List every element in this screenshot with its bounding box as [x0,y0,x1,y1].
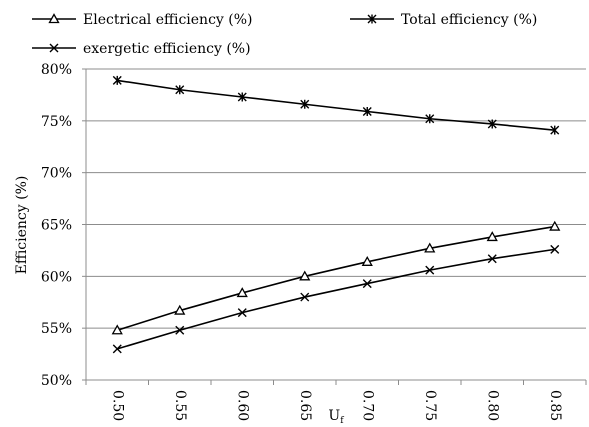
x-tick-label: 0.75 [422,390,438,421]
x-tick-label: 0.50 [109,390,125,421]
legend-item: Electrical efficiency (%) [32,12,253,28]
legend-item: exergetic efficiency (%) [32,41,251,57]
y-tick-label: 55% [41,321,72,337]
series-1 [112,75,560,135]
data-point [362,107,372,117]
data-point [175,325,185,335]
data-point [425,265,435,275]
data-point [236,287,248,298]
legend-label: exergetic efficiency (%) [83,41,251,57]
data-point [237,92,247,102]
legend-item: Total efficiency (%) [350,12,537,28]
y-tick-label: 50% [41,373,72,389]
y-tick-label: 65% [41,218,72,234]
x-tick-label: 0.60 [234,390,250,421]
data-point [550,125,560,135]
data-point [112,344,122,354]
data-point [486,231,498,242]
data-point [174,304,186,315]
x-tick-label: 0.55 [172,390,188,421]
legend-label: Electrical efficiency (%) [83,12,253,28]
series-0 [111,220,561,335]
x-tick-label: 0.85 [547,390,563,421]
x-axis-label: Uf [328,408,344,426]
legend-label: Total efficiency (%) [401,12,537,28]
data-point [299,270,311,281]
x-axis-label-main: U [328,408,340,424]
series-layer [111,75,561,354]
x-tick-label: 0.80 [484,390,500,421]
data-point [424,242,436,253]
series-line [117,79,555,131]
y-tick-label: 60% [41,269,72,285]
legend-marker [367,14,377,24]
data-point [112,75,122,85]
gridlines [86,68,586,329]
data-point [300,99,310,109]
x-tick-label: 0.70 [359,390,375,421]
data-point [362,279,372,289]
legend: Electrical efficiency (%) Total efficienc… [32,12,537,57]
legend-marker [48,13,60,24]
x-axis-label-subscript: f [340,416,344,426]
data-point [361,255,373,266]
series-line [117,225,555,332]
x-axis-ticks: 0.50 0.55 0.60 0.65 0.70 0.75 0.80 0.85 [85,380,587,421]
data-point [175,85,185,95]
y-axis-ticks: 50% 55% 60% 65% 70% 75% 80% [41,62,86,389]
y-axis-label: Efficiency (%) [14,176,30,275]
y-tick-label: 70% [41,166,72,182]
y-tick-label: 80% [41,62,72,78]
data-point [550,244,560,254]
series-2 [112,244,560,354]
data-point [111,324,123,335]
y-tick-label: 75% [41,114,72,130]
data-point [300,292,310,302]
data-point [549,220,561,231]
series-line [117,248,555,350]
data-point [487,254,497,264]
data-point [237,308,247,318]
data-point [425,114,435,124]
x-tick-label: 0.65 [297,390,313,421]
data-point [487,119,497,129]
legend-marker [49,43,59,53]
